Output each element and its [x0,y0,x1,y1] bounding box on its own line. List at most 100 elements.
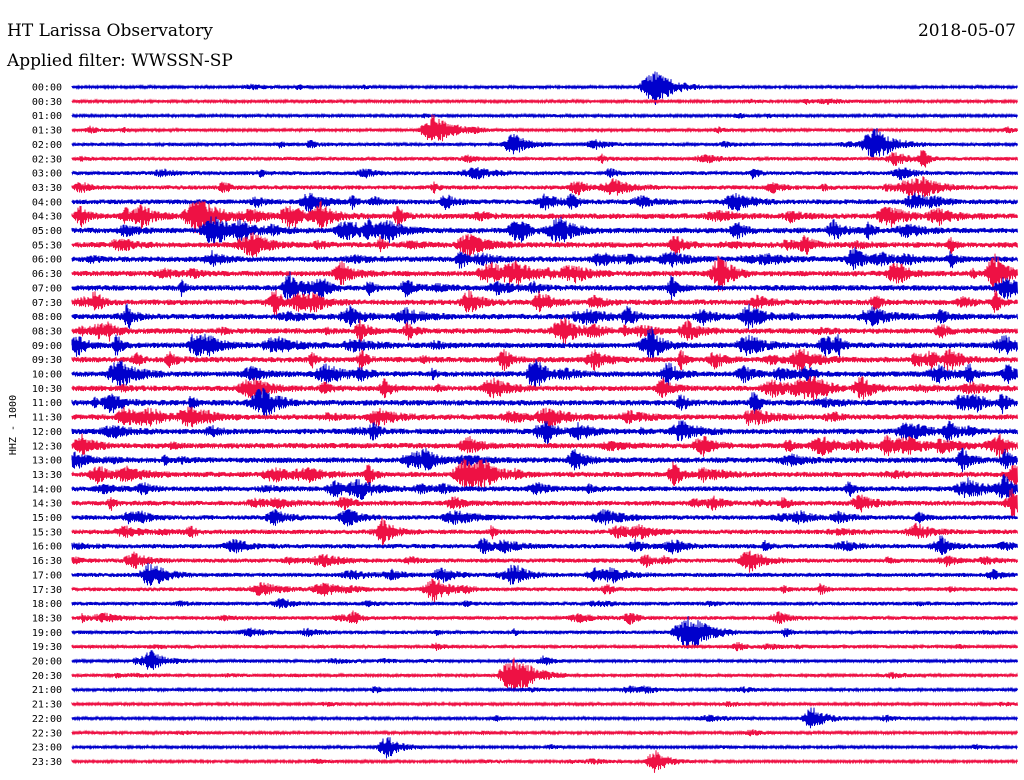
time-label: 03:30 [32,183,62,194]
time-label: 02:30 [32,154,62,165]
time-label: 05:00 [32,226,62,237]
seismic-trace-row [71,598,1018,609]
time-label: 07:00 [32,283,62,294]
seismic-trace-row [71,167,1018,181]
time-label: 23:00 [32,743,62,754]
seismic-trace-row [71,562,1018,586]
time-label: 15:00 [32,513,62,524]
observatory-title: HT Larissa Observatory [7,21,213,41]
time-label: 13:00 [32,456,62,467]
seismic-trace-row [71,578,1018,604]
time-label: 13:30 [32,470,62,481]
seismic-trace-row [71,247,1018,271]
time-label: 02:00 [32,140,62,151]
time-label: 05:30 [32,240,62,251]
time-label: 01:30 [32,126,62,137]
time-label: 18:30 [32,613,62,624]
time-label: 09:00 [32,341,62,352]
seismic-trace-row [71,657,1018,692]
time-label: 17:00 [32,570,62,581]
seismic-trace-row [71,750,1018,773]
seismic-trace-row [71,473,1018,500]
seismic-trace-row [71,535,1018,555]
time-label: 04:00 [32,197,62,208]
seismic-trace-row [71,232,1018,258]
time-label: 17:30 [32,585,62,596]
seismic-trace-row [71,253,1018,294]
seismic-trace-row [71,127,1018,161]
time-label: 00:00 [32,83,62,94]
seismic-trace-row [71,114,1018,142]
seismic-trace-row [71,641,1018,652]
time-label: 15:30 [32,527,62,538]
time-label: 22:30 [32,728,62,739]
record-date: 2018-05-07 [918,21,1016,41]
time-label: 11:00 [32,398,62,409]
seismic-trace-row [71,317,1018,345]
time-label: 19:30 [32,642,62,653]
time-label: 06:30 [32,269,62,280]
time-label: 10:30 [32,384,62,395]
time-label: 08:30 [32,326,62,337]
seismic-trace-row [71,550,1018,573]
seismic-trace-row [71,737,1018,759]
time-label: 12:30 [32,441,62,452]
seismic-trace-row [71,650,1018,670]
seismic-trace-row [71,610,1018,625]
filter-label: Applied filter: WWSSN-SP [6,51,233,71]
seismic-trace-row [71,387,1018,417]
seismic-trace-row [71,348,1018,372]
seismic-trace-row [71,289,1018,319]
seismic-trace-row [71,303,1018,330]
time-label: 06:00 [32,255,62,266]
time-label: 01:00 [32,111,62,122]
time-label: 20:30 [32,671,62,682]
time-label: 00:30 [32,97,62,108]
seismic-trace-row [71,327,1018,361]
time-label: 14:30 [32,499,62,510]
seismic-trace-row [71,176,1018,197]
time-label: 18:00 [32,599,62,610]
seismic-trace-row [71,700,1018,708]
time-label: 22:00 [32,714,62,725]
seismic-trace-row [71,729,1018,737]
seismic-trace-row [71,271,1018,302]
seismic-trace-row [71,112,1018,119]
time-tick-labels: 00:00 00:30 01:00 01:30 02:00 02:30 03:00 03:30… [32,83,62,768]
seismic-trace-row [71,150,1018,168]
seismic-trace-row [71,509,1018,527]
seismic-trace-row [71,488,1018,518]
channel-axis-label: HHZ - 1000 [8,395,19,455]
time-label: 09:30 [32,355,62,366]
time-label: 11:30 [32,413,62,424]
time-label: 03:00 [32,169,62,180]
time-label: 23:30 [32,757,62,768]
seismic-trace-row [71,359,1018,390]
seismic-trace-row [71,98,1018,105]
seismic-trace-row [71,685,1018,694]
time-label: 04:30 [32,212,62,223]
seismic-trace-row [71,447,1018,473]
seismic-trace-row [71,375,1018,401]
time-label: 16:00 [32,542,62,553]
time-label: 19:00 [32,628,62,639]
time-label: 07:30 [32,298,62,309]
seismic-trace-row [71,458,1018,491]
time-label: 21:00 [32,685,62,696]
seismic-trace-row [71,71,1018,106]
time-label: 21:30 [32,700,62,711]
seismic-trace-row [71,216,1018,247]
seismic-trace-row [71,420,1018,447]
time-label: 10:00 [32,370,62,381]
seismic-trace-row [71,192,1018,214]
seismic-trace-row [71,707,1018,729]
seismic-trace-row [71,616,1018,649]
time-label: 16:30 [32,556,62,567]
seismic-trace-row [71,433,1018,459]
time-label: 12:00 [32,427,62,438]
time-label: 20:00 [32,657,62,668]
time-label: 14:00 [32,484,62,495]
time-label: 08:00 [32,312,62,323]
seismic-trace-row [71,200,1018,235]
